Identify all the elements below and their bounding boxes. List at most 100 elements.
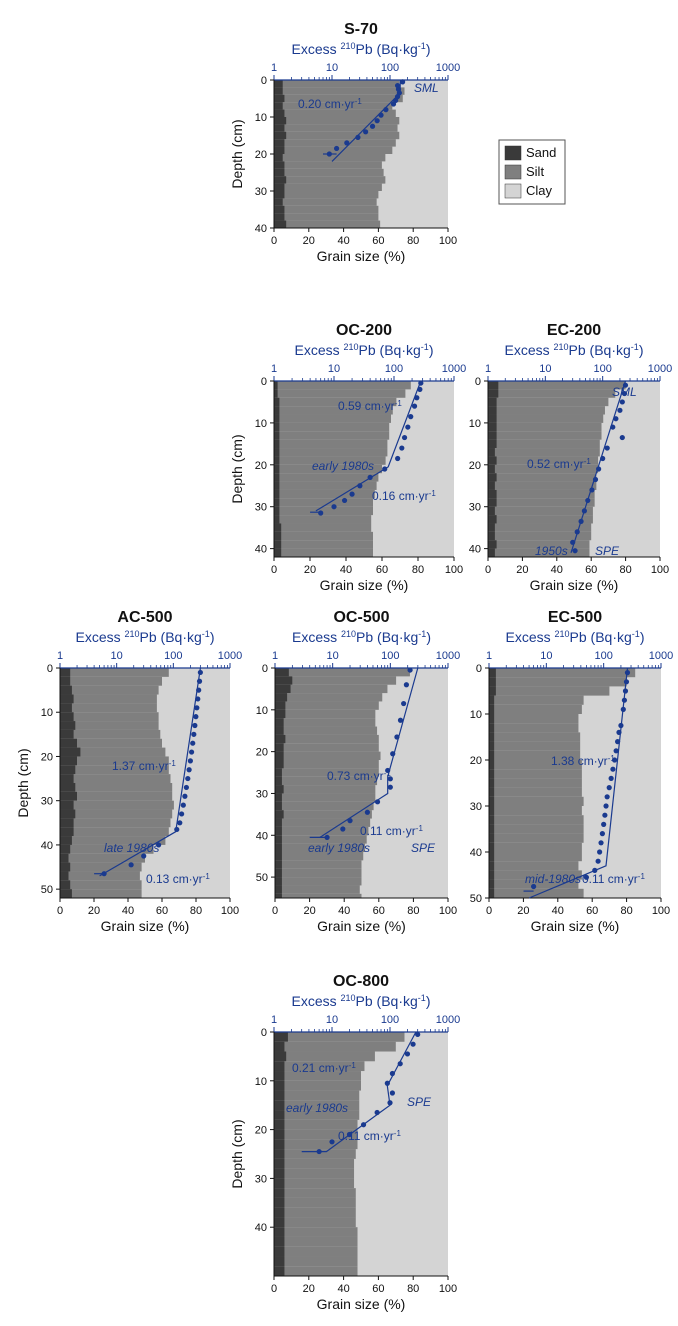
silt-bar	[489, 833, 584, 843]
pb-tick-label: 1	[486, 650, 492, 662]
pb-tick-label: 1	[271, 363, 277, 375]
pb-point	[595, 858, 601, 864]
silt-bar	[489, 852, 582, 862]
pb-point	[180, 802, 186, 808]
pb-point	[367, 474, 373, 480]
pb-point	[128, 862, 134, 868]
grain-tick-label: 60	[376, 564, 388, 576]
silt-bar	[489, 796, 584, 806]
silt-bar	[274, 191, 379, 199]
pb-tick-label: 100	[381, 650, 399, 662]
depth-tick-label: 50	[256, 872, 268, 884]
grain-tick-label: 40	[337, 235, 349, 247]
depth-tick-label: 30	[41, 796, 53, 808]
depth-tick-label: 0	[47, 663, 53, 675]
silt-bar	[488, 515, 593, 524]
silt-bar	[60, 694, 157, 704]
pb-point	[188, 749, 195, 755]
grain-tick-label: 80	[619, 564, 631, 576]
grain-tick-label: 60	[585, 564, 597, 576]
grain-tick-label: 100	[439, 905, 457, 917]
sand-bar	[488, 523, 495, 532]
silt-bar	[488, 381, 626, 390]
grain-tick-label: 40	[551, 564, 563, 576]
silt-bar	[275, 751, 381, 760]
pb-axis-label: Excess 210Pb (Bq·kg-1)	[505, 342, 644, 358]
pb-point	[604, 794, 610, 800]
silt-bar	[489, 723, 579, 733]
sand-bar	[275, 676, 293, 685]
sand-bar	[488, 439, 497, 449]
pb-point	[389, 1070, 396, 1077]
grain-tick-label: 40	[338, 905, 350, 917]
pb-point	[193, 714, 199, 720]
sand-bar	[274, 448, 280, 457]
annotation-label: SPE	[595, 544, 620, 558]
grain-axis-label: Grain size (%)	[530, 577, 619, 593]
depth-axis-label: Depth (cm)	[229, 434, 245, 503]
silt-bar	[274, 1041, 396, 1052]
silt-bar	[274, 1090, 360, 1101]
pb-tick-label: 10	[326, 1014, 338, 1026]
pb-point	[101, 871, 107, 877]
annotation-label: late 1980s	[104, 841, 159, 855]
sand-bar	[60, 844, 71, 854]
silt-bar	[274, 117, 400, 125]
silt-bar	[275, 768, 379, 777]
sand-bar	[60, 836, 72, 845]
silt-bar	[274, 1207, 356, 1218]
pb-point	[613, 748, 619, 754]
silt-bar	[274, 1061, 365, 1072]
pb-tick-label: 1000	[436, 62, 460, 74]
sand-bar	[489, 796, 495, 806]
sand-bar	[274, 1256, 285, 1267]
grain-tick-label: 0	[271, 564, 277, 576]
silt-bar	[274, 102, 393, 110]
sand-bar	[489, 760, 495, 770]
sand-bar	[274, 191, 285, 199]
sand-bar	[275, 776, 282, 786]
silt-bar	[275, 877, 362, 886]
silt-bar	[274, 220, 381, 228]
pb-point	[621, 390, 628, 397]
depth-tick-label: 0	[262, 663, 268, 675]
silt-bar	[488, 448, 600, 457]
silt-bar	[488, 506, 593, 516]
pb-point	[363, 129, 369, 135]
sand-bar	[274, 183, 285, 191]
silt-bar	[489, 732, 581, 742]
sand-bar	[274, 548, 282, 557]
rate-label: 0.73 cm·yr-1	[327, 769, 391, 783]
rate-label: 0.11 cm·yr-1	[360, 824, 423, 838]
pb-point	[187, 758, 193, 764]
depth-tick-label: 30	[255, 186, 267, 198]
sand-bar	[274, 414, 280, 423]
silt-bar	[274, 422, 390, 432]
pb-point	[186, 767, 192, 773]
silt-bar	[275, 793, 376, 802]
panel-title: OC-800	[333, 973, 389, 990]
silt-bar	[60, 668, 169, 677]
pb-point	[592, 867, 598, 874]
pb-point	[603, 803, 609, 809]
panel-title: EC-200	[547, 322, 601, 339]
grain-tick-label: 20	[303, 905, 315, 917]
sand-bar	[488, 531, 495, 541]
sand-bar	[274, 1119, 285, 1130]
silt-bar	[275, 785, 376, 794]
depth-tick-label: 10	[255, 112, 267, 124]
silt-bar	[274, 515, 372, 524]
depth-tick-label: 40	[256, 830, 268, 842]
sand-bar	[275, 684, 291, 694]
sand-bar	[489, 824, 495, 834]
silt-bar	[274, 139, 396, 147]
sand-bar	[274, 131, 287, 140]
grain-axis-label: Grain size (%)	[317, 248, 406, 264]
pb-tick-label: 1000	[648, 363, 672, 375]
pb-tick-label: 100	[385, 363, 403, 375]
silt-bar	[274, 439, 388, 449]
silt-bar	[274, 1197, 356, 1208]
pb-point	[395, 455, 401, 462]
sand-bar	[489, 842, 495, 852]
sand-bar	[274, 1051, 287, 1062]
